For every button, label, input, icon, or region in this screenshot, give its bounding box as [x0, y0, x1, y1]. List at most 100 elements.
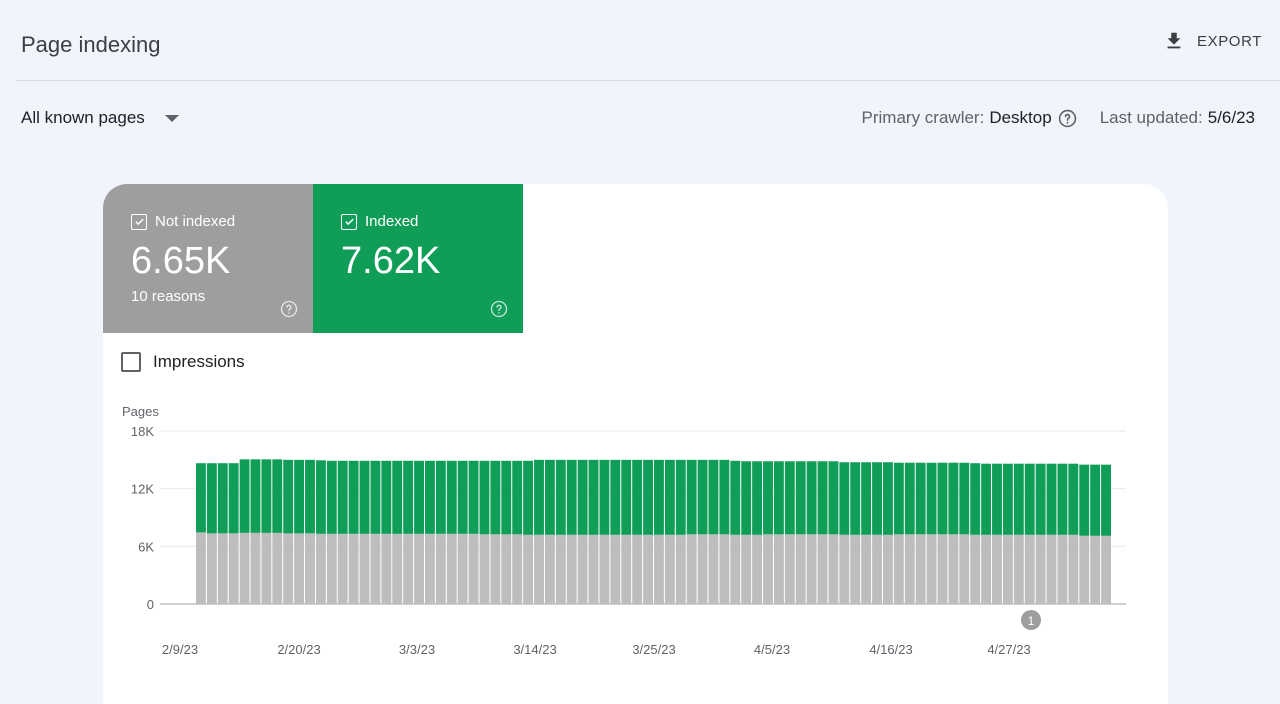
bar-not-indexed: [305, 533, 315, 604]
checkbox-checked-icon[interactable]: [341, 213, 357, 230]
x-tick-label: 3/25/23: [632, 642, 675, 657]
checkbox-checked-icon[interactable]: [131, 213, 147, 230]
bar-not-indexed: [348, 533, 359, 604]
bar-indexed: [817, 461, 828, 535]
bar-indexed: [1079, 464, 1090, 536]
x-tick-label: 3/3/23: [399, 642, 435, 657]
bar-not-indexed: [206, 533, 217, 604]
crawler-value: Desktop: [989, 108, 1052, 127]
bar-not-indexed: [686, 534, 697, 604]
bar-not-indexed: [1068, 534, 1079, 604]
help-icon[interactable]: [1058, 109, 1077, 128]
bar-not-indexed: [893, 534, 904, 604]
bar-indexed: [632, 459, 643, 535]
bar-not-indexed: [196, 532, 206, 604]
bar-indexed: [806, 461, 817, 535]
y-tick-label: 0: [147, 597, 154, 612]
impressions-toggle[interactable]: Impressions: [121, 352, 245, 372]
bar-not-indexed: [490, 534, 501, 604]
bar-indexed: [970, 463, 981, 535]
crawler-label: Primary crawler:: [861, 108, 985, 127]
bar-not-indexed: [621, 534, 632, 604]
bar-indexed: [959, 462, 970, 535]
bar-indexed: [381, 460, 392, 534]
y-tick-label: 12K: [131, 482, 154, 497]
bar-indexed: [359, 460, 370, 534]
bar-indexed: [904, 462, 915, 535]
help-icon[interactable]: [490, 300, 508, 318]
bar-not-indexed: [1035, 534, 1046, 604]
bar-indexed: [948, 462, 959, 535]
indexing-card: Not indexed 6.65K 10 reasons Indexed 7.6…: [103, 184, 1168, 704]
bar-not-indexed: [588, 534, 599, 604]
bar-indexed: [654, 459, 664, 535]
bar-indexed: [479, 460, 490, 535]
bar-indexed: [370, 460, 381, 534]
bar-not-indexed: [294, 533, 305, 604]
bar-indexed: [468, 460, 479, 534]
bar-not-indexed: [915, 534, 926, 604]
bar-indexed: [239, 459, 250, 533]
bar-not-indexed: [970, 534, 981, 604]
bar-indexed: [621, 459, 632, 535]
bar-indexed: [730, 460, 741, 535]
indexed-header: Indexed: [341, 213, 418, 230]
bar-indexed: [926, 462, 937, 535]
export-button[interactable]: EXPORT: [1163, 30, 1262, 52]
bar-not-indexed: [784, 534, 795, 604]
bar-not-indexed: [381, 533, 392, 604]
bar-not-indexed: [250, 532, 261, 604]
indexed-tile[interactable]: Indexed 7.62K: [313, 184, 523, 333]
bar-not-indexed: [926, 534, 937, 604]
bar-indexed: [435, 460, 446, 534]
bar-indexed: [992, 463, 1002, 535]
not-indexed-label: Not indexed: [155, 213, 236, 230]
bar-indexed: [1013, 463, 1024, 535]
bar-indexed: [577, 459, 588, 535]
x-tick-label: 2/20/23: [277, 642, 320, 657]
bar-indexed: [217, 463, 228, 534]
crawl-meta: Primary crawler: Desktop Last updated: 5…: [862, 108, 1255, 128]
bar-indexed: [1035, 463, 1046, 535]
bar-not-indexed: [228, 533, 239, 604]
bar-not-indexed: [741, 534, 752, 604]
bar-indexed: [861, 462, 872, 535]
bar-not-indexed: [359, 533, 370, 604]
bar-not-indexed: [828, 534, 839, 604]
bar-indexed: [261, 459, 272, 533]
bar-not-indexed: [370, 533, 381, 604]
bar-not-indexed: [1013, 534, 1024, 604]
bar-indexed: [828, 461, 839, 535]
page-filter-dropdown[interactable]: All known pages: [21, 108, 179, 128]
impressions-label: Impressions: [153, 352, 245, 371]
help-icon[interactable]: [280, 300, 298, 318]
bar-indexed: [599, 459, 610, 535]
bar-indexed: [1101, 464, 1111, 536]
bar-indexed: [305, 459, 315, 534]
bar-not-indexed: [512, 534, 523, 604]
impressions-checkbox[interactable]: [121, 352, 141, 372]
bar-not-indexed: [1002, 534, 1013, 604]
bar-not-indexed: [1046, 534, 1057, 604]
bar-not-indexed: [806, 534, 817, 604]
bar-not-indexed: [544, 534, 555, 604]
bar-not-indexed: [850, 534, 861, 604]
bar-indexed: [446, 460, 457, 534]
bar-indexed: [893, 462, 904, 535]
annotation-marker[interactable]: [1021, 610, 1041, 630]
bar-indexed: [686, 459, 697, 535]
bar-indexed: [403, 460, 414, 534]
page-filter-value: All known pages: [21, 108, 145, 127]
bar-not-indexed: [425, 533, 435, 604]
not-indexed-reasons: 10 reasons: [131, 288, 206, 305]
not-indexed-tile[interactable]: Not indexed 6.65K 10 reasons: [103, 184, 313, 333]
bar-not-indexed: [730, 534, 741, 604]
bar-indexed: [392, 460, 403, 534]
bar-not-indexed: [697, 534, 708, 604]
bar-indexed: [501, 460, 512, 535]
bar-not-indexed: [566, 534, 577, 604]
bar-not-indexed: [773, 534, 784, 604]
bar-not-indexed: [1079, 535, 1090, 604]
bar-indexed: [795, 461, 806, 535]
annotation-label[interactable]: 1: [1028, 614, 1035, 628]
